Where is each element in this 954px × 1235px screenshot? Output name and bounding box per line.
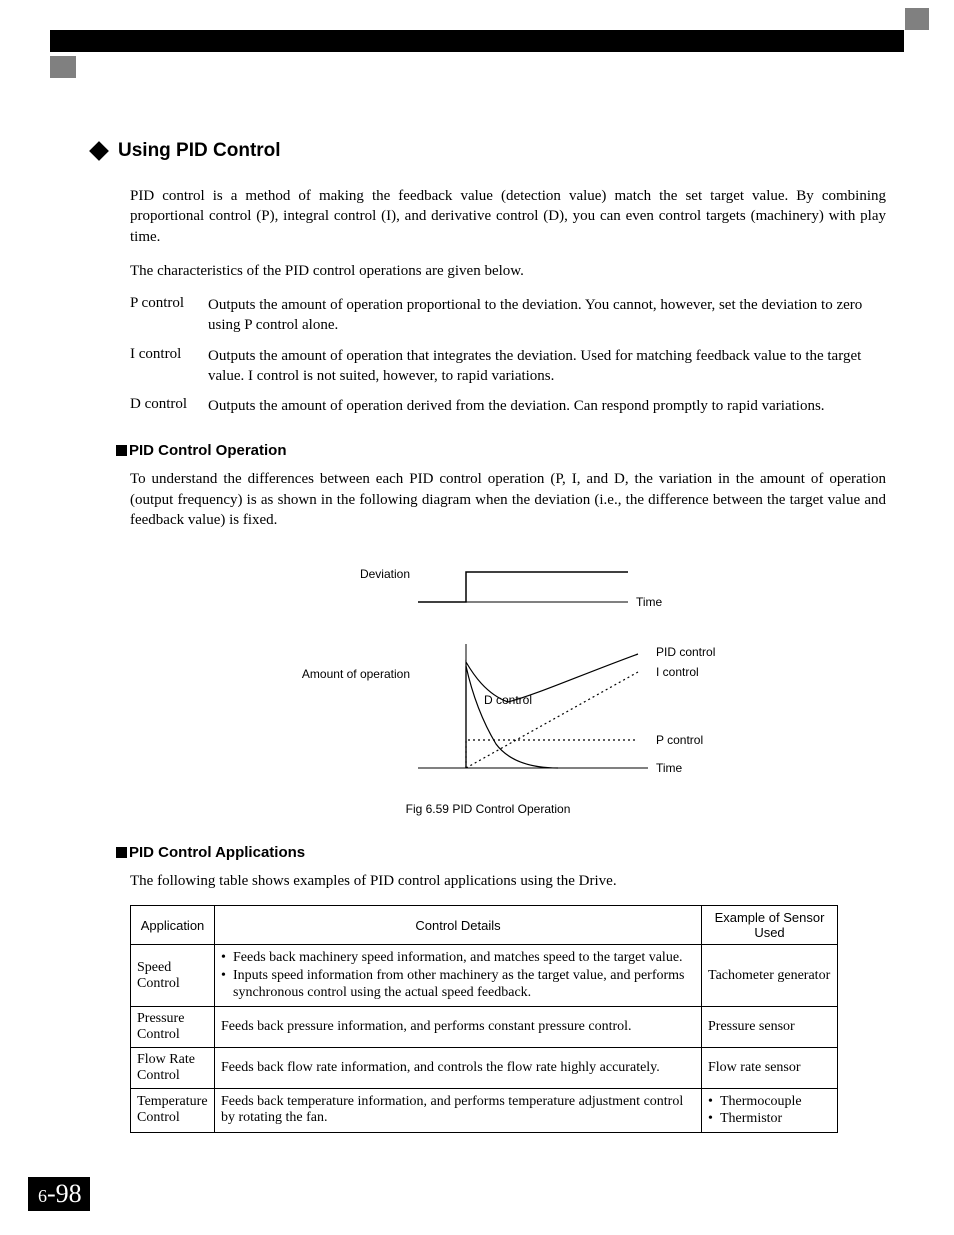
- def-desc: Outputs the amount of operation derived …: [208, 396, 886, 416]
- definition-list: P control Outputs the amount of operatio…: [130, 295, 886, 416]
- label-amount: Amount of operation: [302, 667, 410, 681]
- def-desc: Outputs the amount of operation proporti…: [208, 295, 886, 336]
- cell-app: Pressure Control: [131, 1006, 215, 1047]
- heading-title: Using PID Control: [118, 140, 281, 162]
- section-heading: Using PID Control: [90, 140, 886, 162]
- page-num: 98: [56, 1179, 82, 1208]
- intro-para-1: PID control is a method of making the fe…: [130, 186, 886, 247]
- label-time-2: Time: [656, 761, 683, 775]
- def-row: P control Outputs the amount of operatio…: [130, 295, 886, 336]
- cell-sensor: Pressure sensor: [702, 1006, 838, 1047]
- cell-sensor: Flow rate sensor: [702, 1047, 838, 1088]
- cell-sensor: Thermocouple Thermistor: [702, 1088, 838, 1132]
- square-icon: [116, 445, 127, 456]
- def-row: I control Outputs the amount of operatio…: [130, 346, 886, 387]
- cell-sensor: Tachometer generator: [702, 945, 838, 1007]
- subheading-row: PID Control Applications: [116, 844, 886, 861]
- diamond-icon: [89, 141, 109, 161]
- th-application: Application: [131, 906, 215, 945]
- cell-app: Flow Rate Control: [131, 1047, 215, 1088]
- page-content: Using PID Control PID control is a metho…: [90, 140, 886, 1133]
- figure: Deviation Time Amount of operation Time …: [90, 554, 886, 816]
- figure-caption: Fig 6.59 PID Control Operation: [90, 802, 886, 816]
- sensor-item: Thermocouple: [708, 1093, 831, 1111]
- subheading-row: PID Control Operation: [116, 442, 886, 459]
- table-row: Speed Control Feeds back machinery speed…: [131, 945, 838, 1007]
- intro-para-2: The characteristics of the PID control o…: [130, 261, 886, 281]
- square-icon: [116, 847, 127, 858]
- chapter-num: 6: [38, 1186, 47, 1206]
- header-bar: [50, 30, 904, 52]
- cell-app: Temperature Control: [131, 1088, 215, 1132]
- cell-details: Feeds back pressure information, and per…: [215, 1006, 702, 1047]
- detail-item: Inputs speed information from other mach…: [221, 967, 695, 1002]
- def-desc: Outputs the amount of operation that int…: [208, 346, 886, 387]
- sensor-item: Thermistor: [708, 1110, 831, 1128]
- detail-item: Feeds back machinery speed information, …: [221, 949, 695, 967]
- op-para: To understand the differences between ea…: [130, 469, 886, 530]
- cell-details: Feeds back machinery speed information, …: [215, 945, 702, 1007]
- app-para: The following table shows examples of PI…: [130, 871, 886, 891]
- def-row: D control Outputs the amount of operatio…: [130, 396, 886, 416]
- cell-details: Feeds back flow rate information, and co…: [215, 1047, 702, 1088]
- table-row: Temperature Control Feeds back temperatu…: [131, 1088, 838, 1132]
- def-term: I control: [130, 346, 208, 387]
- th-details: Control Details: [215, 906, 702, 945]
- label-d: D control: [484, 693, 532, 707]
- table-row: Flow Rate Control Feeds back flow rate i…: [131, 1047, 838, 1088]
- subheading: PID Control Operation: [129, 442, 287, 459]
- cell-app: Speed Control: [131, 945, 215, 1007]
- table-row: Pressure Control Feeds back pressure inf…: [131, 1006, 838, 1047]
- label-pid: PID control: [656, 645, 715, 659]
- label-i: I control: [656, 665, 699, 679]
- applications-table: Application Control Details Example of S…: [130, 905, 838, 1133]
- def-term: D control: [130, 396, 208, 416]
- header-tab: [50, 56, 76, 78]
- th-sensor: Example of Sensor Used: [702, 906, 838, 945]
- def-term: P control: [130, 295, 208, 336]
- page-number: 6-98: [28, 1177, 90, 1211]
- label-time-1: Time: [636, 595, 663, 609]
- label-deviation: Deviation: [360, 567, 410, 581]
- subheading: PID Control Applications: [129, 844, 305, 861]
- cell-details: Feeds back temperature information, and …: [215, 1088, 702, 1132]
- label-p: P control: [656, 733, 703, 747]
